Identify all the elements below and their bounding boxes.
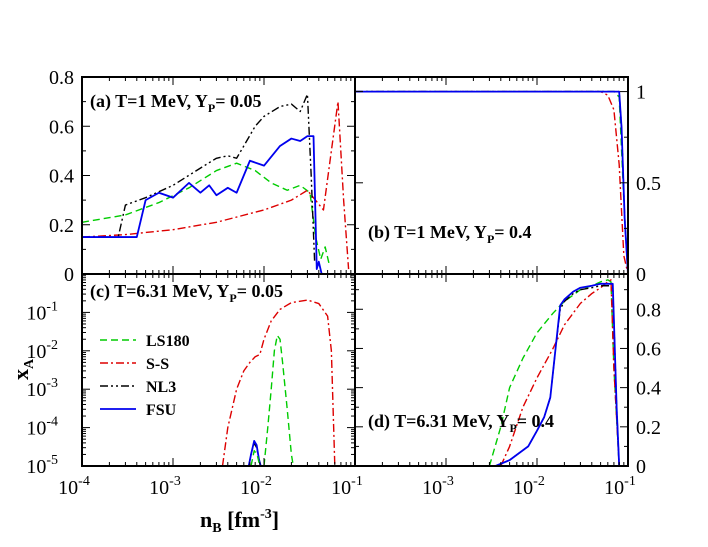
legend-label-nl3: NL3 — [146, 379, 176, 396]
x-tick-label: 10-2 — [240, 474, 272, 499]
series-nl3-line-a — [82, 93, 316, 262]
panel-d-x-ticks — [354, 274, 629, 466]
panel-c-frame — [81, 273, 356, 467]
bottom-x-tick-labels: 10-4 10-3 10-2 10-1 10-3 10-2 10-1 — [58, 474, 636, 499]
plot-area-c — [221, 299, 336, 466]
panel-b-y-axis: 00.51 — [355, 82, 661, 286]
y-tick-label: 10-5 — [26, 453, 58, 478]
x-tick-label: 10-3 — [149, 474, 181, 499]
panel-b: 00.51 (b) T=1 MeV, YP= 0.4 — [354, 76, 661, 286]
y-tick-label: 0.4 — [636, 378, 661, 400]
plot-area-b — [355, 90, 628, 274]
legend: LS180 S-S NL3 FSU — [100, 333, 190, 419]
legend-label-ls180: LS180 — [146, 333, 190, 350]
y-tick-label: 0.4 — [49, 166, 74, 188]
series-s-s-line-b — [355, 90, 628, 274]
y-tick-label: 0.8 — [636, 299, 661, 321]
y-tick-label: 10-1 — [26, 299, 58, 324]
panel-c-y-axis: 10-5 10-4 10-3 10-2 10-1 — [26, 275, 355, 478]
legend-label-fsu: FSU — [146, 402, 177, 419]
panel-a-label: (a) T=1 MeV, YP= 0.05 — [90, 91, 262, 115]
legend-label-s-s: S-S — [146, 356, 169, 373]
panel-c-label: (c) T=6.31 MeV, YP= 0.05 — [90, 281, 283, 305]
x-tick-label: 10-4 — [58, 474, 90, 499]
x-tick-label: 10-2 — [513, 474, 545, 499]
y-tick-label: 0.6 — [636, 338, 661, 360]
panel-a: 0 0.2 0.4 0.6 0.8 (a) T=1 MeV, YP= 0.05 — [49, 67, 356, 286]
series-s-s-line-a — [82, 100, 350, 270]
series-fsu-line-a — [82, 135, 323, 274]
panel-d-frame — [354, 273, 629, 467]
plot-area-d — [488, 279, 621, 466]
panel-d: 0 0.2 0.4 0.6 0.8 (d) T=6.31 MeV, YP= 0.4 — [354, 273, 661, 478]
x-axis-title: nB [fm-3] — [200, 507, 279, 536]
series-ls180-line-b — [355, 90, 628, 274]
panel-c: 10-5 10-4 10-3 10-2 10-1 (c) T=6.31 MeV, YP=… — [26, 273, 356, 478]
panel-a-y-axis: 0 0.2 0.4 0.6 0.8 — [49, 67, 355, 286]
series-fsu-line-d — [495, 282, 621, 466]
y-tick-label: 0 — [636, 264, 646, 286]
y-tick-label: 0 — [64, 264, 74, 286]
x-tick-label: 10-1 — [331, 474, 363, 499]
y-tick-label: 0.8 — [49, 67, 74, 89]
series-ls180-line-a — [82, 162, 330, 265]
series-fsu-line-b — [355, 90, 628, 274]
series-s-s-line-c — [221, 299, 336, 466]
y-tick-label: 1 — [636, 82, 646, 104]
series-nl3-line-b — [355, 90, 628, 274]
y-tick-label: 0.2 — [636, 417, 661, 439]
y-tick-label: 0.5 — [636, 173, 661, 195]
y-tick-label: 10-3 — [26, 376, 58, 401]
x-tick-label: 10-3 — [422, 474, 454, 499]
y-tick-label: 0 — [636, 456, 646, 478]
panel-d-label: (d) T=6.31 MeV, YP= 0.4 — [368, 411, 554, 435]
y-tick-label: 10-2 — [26, 338, 58, 363]
panel-b-label: (b) T=1 MeV, YP= 0.4 — [368, 222, 532, 246]
panel-c-x-ticks — [81, 274, 356, 466]
y-tick-label: 0.6 — [49, 116, 74, 138]
plot-area-a — [82, 93, 350, 274]
y-axis-title: xA — [8, 358, 37, 380]
series-ls180-line-c — [263, 334, 295, 466]
series-ls180-line-c — [250, 450, 261, 466]
panel-b-x-ticks — [354, 77, 629, 274]
y-tick-label: 10-4 — [26, 415, 58, 440]
panel-d-y-axis: 0 0.2 0.4 0.6 0.8 — [355, 289, 661, 478]
series-s-s-line-d — [500, 279, 620, 466]
series-fsu-line-c — [247, 440, 262, 466]
x-tick-label: 10-1 — [604, 474, 636, 499]
series-nl3-line-d — [495, 285, 620, 466]
y-tick-label: 0.2 — [49, 215, 74, 237]
series-ls180-line-d — [488, 279, 620, 466]
